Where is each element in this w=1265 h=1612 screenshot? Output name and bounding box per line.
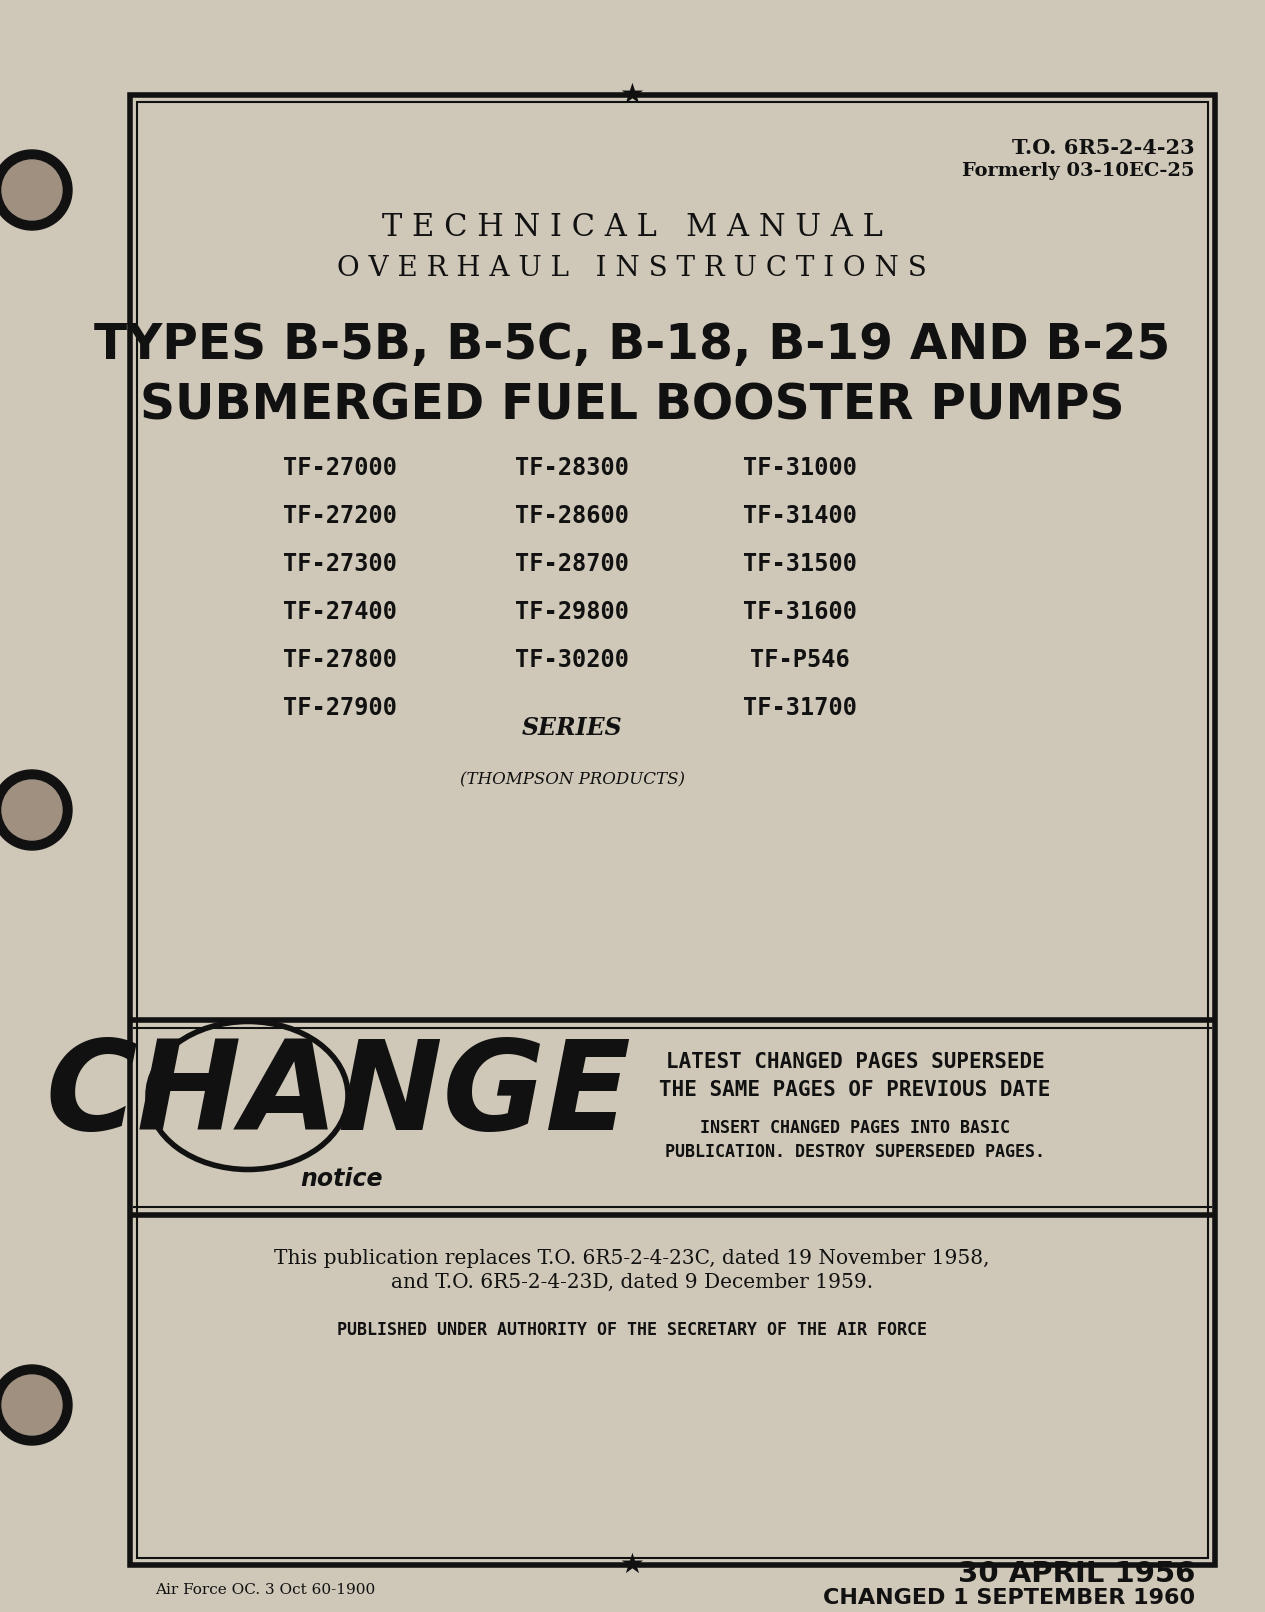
Text: TF-31400: TF-31400 (743, 505, 856, 529)
Text: TF-27900: TF-27900 (283, 696, 397, 721)
Text: THE SAME PAGES OF PREVIOUS DATE: THE SAME PAGES OF PREVIOUS DATE (659, 1080, 1051, 1099)
Text: T E C H N I C A L   M A N U A L: T E C H N I C A L M A N U A L (382, 213, 883, 243)
Text: O V E R H A U L   I N S T R U C T I O N S: O V E R H A U L I N S T R U C T I O N S (338, 255, 927, 282)
Circle shape (0, 150, 72, 231)
Circle shape (0, 771, 72, 850)
Text: TF-31000: TF-31000 (743, 456, 856, 480)
Text: TYPES B-5B, B-5C, B-18, B-19 AND B-25: TYPES B-5B, B-5C, B-18, B-19 AND B-25 (94, 321, 1170, 369)
Text: TF-P546: TF-P546 (750, 648, 850, 672)
Text: TF-31600: TF-31600 (743, 600, 856, 624)
Text: TF-27800: TF-27800 (283, 648, 397, 672)
Circle shape (3, 780, 62, 840)
Text: INSERT CHANGED PAGES INTO BASIC: INSERT CHANGED PAGES INTO BASIC (700, 1119, 1009, 1136)
Text: TF-28300: TF-28300 (515, 456, 629, 480)
Text: TF-27400: TF-27400 (283, 600, 397, 624)
Circle shape (3, 160, 62, 219)
Text: PUBLICATION. DESTROY SUPERSEDED PAGES.: PUBLICATION. DESTROY SUPERSEDED PAGES. (665, 1143, 1045, 1161)
Text: CHANGED 1 SEPTEMBER 1960: CHANGED 1 SEPTEMBER 1960 (822, 1588, 1195, 1609)
Text: T.O. 6R5-2-4-23: T.O. 6R5-2-4-23 (1012, 139, 1195, 158)
Circle shape (3, 1375, 62, 1435)
Text: and T.O. 6R5-2-4-23D, dated 9 December 1959.: and T.O. 6R5-2-4-23D, dated 9 December 1… (391, 1272, 873, 1291)
Text: TF-28600: TF-28600 (515, 505, 629, 529)
Text: Air Force OC. 3 Oct 60-1900: Air Force OC. 3 Oct 60-1900 (156, 1583, 376, 1597)
Text: Formerly 03-10EC-25: Formerly 03-10EC-25 (963, 161, 1195, 181)
Text: LATEST CHANGED PAGES SUPERSEDE: LATEST CHANGED PAGES SUPERSEDE (665, 1053, 1045, 1072)
Text: CHANGE: CHANGE (46, 1035, 631, 1156)
Text: TF-29800: TF-29800 (515, 600, 629, 624)
Text: (THOMPSON PRODUCTS): (THOMPSON PRODUCTS) (459, 772, 684, 788)
Text: ★: ★ (620, 81, 644, 110)
Bar (137, 102, 1208, 1559)
Text: SERIES: SERIES (521, 716, 622, 740)
Text: TF-31500: TF-31500 (743, 551, 856, 575)
Text: TF-28700: TF-28700 (515, 551, 629, 575)
Text: PUBLISHED UNDER AUTHORITY OF THE SECRETARY OF THE AIR FORCE: PUBLISHED UNDER AUTHORITY OF THE SECRETA… (336, 1320, 927, 1340)
Text: TF-27200: TF-27200 (283, 505, 397, 529)
Text: TF-27300: TF-27300 (283, 551, 397, 575)
Text: TF-30200: TF-30200 (515, 648, 629, 672)
Text: SUBMERGED FUEL BOOSTER PUMPS: SUBMERGED FUEL BOOSTER PUMPS (139, 380, 1125, 429)
Circle shape (0, 1365, 72, 1444)
Text: ★: ★ (620, 1551, 644, 1580)
Text: TF-27000: TF-27000 (283, 456, 397, 480)
Text: notice: notice (301, 1167, 383, 1191)
Text: TF-31700: TF-31700 (743, 696, 856, 721)
Text: This publication replaces T.O. 6R5-2-4-23C, dated 19 November 1958,: This publication replaces T.O. 6R5-2-4-2… (275, 1249, 989, 1267)
Bar (130, 95, 1214, 1565)
Text: 30 APRIL 1956: 30 APRIL 1956 (958, 1560, 1195, 1588)
